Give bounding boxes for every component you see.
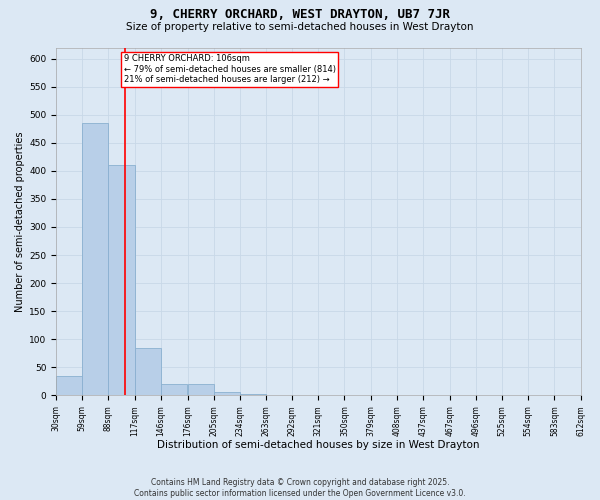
Text: Size of property relative to semi-detached houses in West Drayton: Size of property relative to semi-detach… (126, 22, 474, 32)
Bar (214, 392, 240, 395)
Text: 9 CHERRY ORCHARD: 106sqm
← 79% of semi-detached houses are smaller (814)
21% of : 9 CHERRY ORCHARD: 106sqm ← 79% of semi-d… (124, 54, 336, 84)
Bar (56, 376, 82, 395)
Text: Contains HM Land Registry data © Crown copyright and database right 2025.
Contai: Contains HM Land Registry data © Crown c… (134, 478, 466, 498)
Bar (161, 384, 187, 395)
Bar (240, 394, 266, 395)
Bar (188, 384, 214, 395)
Bar (134, 348, 161, 395)
Y-axis label: Number of semi-detached properties: Number of semi-detached properties (15, 131, 25, 312)
Bar (344, 394, 371, 395)
Bar (266, 394, 292, 395)
X-axis label: Distribution of semi-detached houses by size in West Drayton: Distribution of semi-detached houses by … (157, 440, 479, 450)
Bar (82, 123, 109, 395)
Bar (109, 166, 134, 395)
Bar (554, 394, 580, 395)
Text: 9, CHERRY ORCHARD, WEST DRAYTON, UB7 7JR: 9, CHERRY ORCHARD, WEST DRAYTON, UB7 7JR (150, 8, 450, 20)
